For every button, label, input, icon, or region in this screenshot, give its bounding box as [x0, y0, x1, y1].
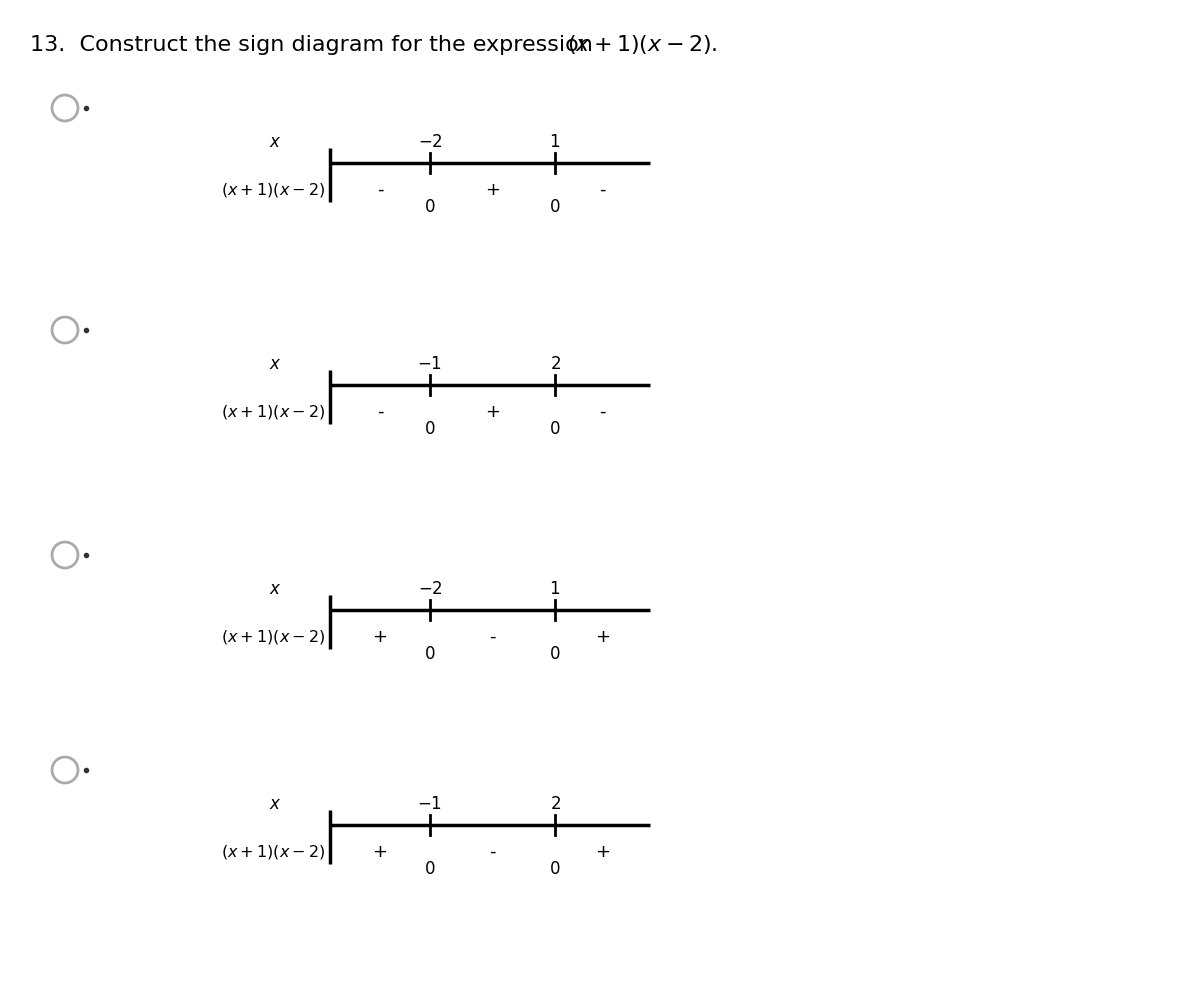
Text: $-2$: $-2$ [418, 133, 443, 151]
Text: $(x + 1)(x - 2)$: $(x + 1)(x - 2)$ [221, 628, 325, 646]
Text: 0: 0 [425, 198, 436, 216]
Text: $(x + 1)(x - 2).$: $(x + 1)(x - 2).$ [568, 33, 718, 56]
Text: $(x + 1)(x - 2)$: $(x + 1)(x - 2)$ [221, 843, 325, 861]
Text: $2$: $2$ [550, 795, 560, 813]
Text: -: - [490, 843, 496, 861]
Text: 13.  Construct the sign diagram for the expression: 13. Construct the sign diagram for the e… [30, 35, 607, 55]
Text: +: + [485, 403, 500, 421]
Text: 0: 0 [425, 860, 436, 878]
Text: $x$: $x$ [269, 355, 281, 373]
Text: -: - [599, 181, 606, 199]
Text: +: + [595, 628, 610, 646]
Text: 0: 0 [550, 420, 560, 438]
Text: +: + [485, 181, 500, 199]
Text: $x$: $x$ [269, 133, 281, 151]
Text: +: + [372, 628, 388, 646]
Text: +: + [595, 843, 610, 861]
Text: $-2$: $-2$ [418, 580, 443, 598]
Text: -: - [599, 403, 606, 421]
Text: $x$: $x$ [269, 795, 281, 813]
Text: 0: 0 [550, 645, 560, 663]
Text: -: - [377, 181, 383, 199]
Text: -: - [377, 403, 383, 421]
Text: $-1$: $-1$ [418, 355, 443, 373]
Text: 0: 0 [425, 645, 436, 663]
Text: 0: 0 [550, 860, 560, 878]
Text: $-1$: $-1$ [418, 795, 443, 813]
Text: +: + [372, 843, 388, 861]
Text: $(x + 1)(x - 2)$: $(x + 1)(x - 2)$ [221, 403, 325, 421]
Text: $x$: $x$ [269, 580, 281, 598]
Text: $1$: $1$ [550, 133, 560, 151]
Text: $2$: $2$ [550, 355, 560, 373]
Text: 0: 0 [425, 420, 436, 438]
Text: $1$: $1$ [550, 580, 560, 598]
Text: $(x + 1)(x - 2)$: $(x + 1)(x - 2)$ [221, 181, 325, 199]
Text: -: - [490, 628, 496, 646]
Text: 0: 0 [550, 198, 560, 216]
